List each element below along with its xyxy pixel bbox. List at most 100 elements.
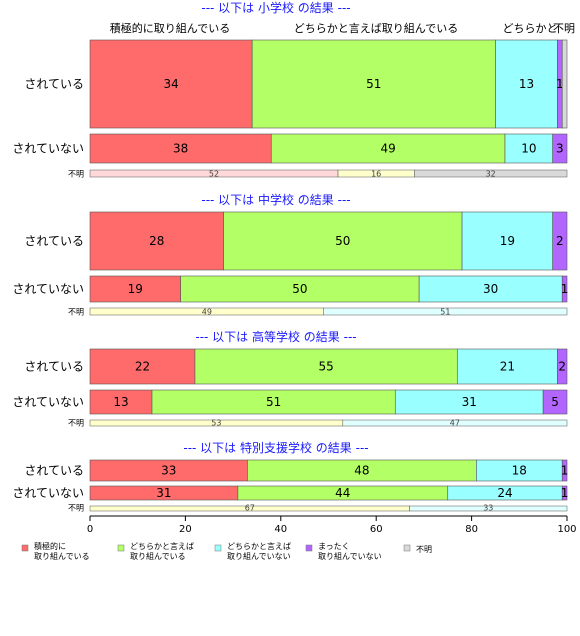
row-label: されている <box>24 360 84 374</box>
data-label: 34 <box>163 77 178 91</box>
data-label: 1 <box>561 486 569 500</box>
data-label: 31 <box>462 395 477 409</box>
unknown-data-label: 47 <box>450 419 460 428</box>
data-label: 51 <box>266 395 281 409</box>
unknown-row-label: 不明 <box>68 170 84 179</box>
section-title: --- 以下は 高等学校 の結果 --- <box>195 329 356 344</box>
unknown-data-label: 32 <box>486 170 496 179</box>
data-label: 2 <box>556 234 564 248</box>
legend-swatch <box>21 544 29 552</box>
data-label: 5 <box>551 395 559 409</box>
column-header: 積極的に取り組んでいる <box>110 21 230 35</box>
section-title: --- 以下は 特別支援学校 の結果 --- <box>183 440 368 455</box>
data-label: 21 <box>500 360 515 374</box>
bar-segment <box>89 133 272 164</box>
unknown-data-label: 67 <box>245 504 255 513</box>
unknown-row-label: 不明 <box>68 308 84 317</box>
x-tick-label: 0 <box>87 524 93 535</box>
legend-label: まったく <box>318 542 350 551</box>
section-title: --- 以下は 中学校 の結果 --- <box>201 192 350 207</box>
unknown-data-label: 53 <box>211 419 221 428</box>
data-label: 51 <box>366 77 381 91</box>
row-label: されている <box>24 464 84 478</box>
bar-segment <box>495 39 558 129</box>
data-label: 19 <box>128 282 143 296</box>
legend-swatch <box>214 544 222 552</box>
unknown-data-label: 51 <box>440 308 450 317</box>
bar-segment <box>89 348 196 385</box>
unknown-bar-segment <box>342 419 568 427</box>
data-label: 24 <box>497 486 512 500</box>
legend-label: 取り組んでいない <box>318 551 382 561</box>
legend-swatch <box>403 544 411 552</box>
data-label: 13 <box>113 395 128 409</box>
bar-segment <box>251 39 496 129</box>
unknown-row-label: 不明 <box>68 504 84 513</box>
data-label: 1 <box>561 464 569 478</box>
data-label: 44 <box>335 486 350 500</box>
unknown-bar-segment <box>414 169 568 178</box>
bar-segment <box>504 133 553 164</box>
x-tick-label: 80 <box>465 524 478 535</box>
legend-label: 積極的に <box>34 541 66 551</box>
bar-segment <box>89 389 153 415</box>
unknown-data-label: 52 <box>209 170 219 179</box>
bar-segment <box>552 133 568 164</box>
bar-segment <box>557 348 568 385</box>
unknown-data-label: 33 <box>483 504 493 513</box>
unknown-data-label: 49 <box>202 308 212 317</box>
bar-segment <box>561 39 568 129</box>
data-label: 50 <box>292 282 307 296</box>
column-header: どちらかと <box>503 22 558 35</box>
legend-swatch <box>305 544 313 552</box>
data-label: 1 <box>561 282 569 296</box>
section-title: --- 以下は 小学校 の結果 --- <box>201 0 350 15</box>
column-header: 不明 <box>553 22 575 35</box>
bar-segment <box>542 389 568 415</box>
bar-segment <box>456 348 558 385</box>
bar-segment <box>552 211 568 271</box>
row-label: されている <box>24 234 84 248</box>
x-tick-label: 40 <box>274 524 287 535</box>
legend-swatch <box>117 544 125 552</box>
data-label: 28 <box>149 234 164 248</box>
data-label: 30 <box>483 282 498 296</box>
bar-segment <box>151 389 396 415</box>
data-label: 19 <box>500 234 515 248</box>
bar-segment <box>561 275 568 303</box>
legend-label: 不明 <box>416 545 432 554</box>
bar-segment <box>561 485 568 501</box>
bar-segment <box>89 211 224 271</box>
bar-segment <box>89 275 181 303</box>
bar-segment <box>89 39 253 129</box>
data-label: 2 <box>558 360 566 374</box>
unknown-data-label: 16 <box>371 170 381 179</box>
row-label: されていない <box>12 395 84 409</box>
data-label: 55 <box>318 360 333 374</box>
data-label: 13 <box>519 77 534 91</box>
data-label: 50 <box>335 234 350 248</box>
data-label: 10 <box>521 142 536 156</box>
bar-segment <box>194 348 458 385</box>
unknown-bar-segment <box>409 505 568 512</box>
data-label: 3 <box>556 142 564 156</box>
row-label: されていない <box>12 486 84 500</box>
data-label: 49 <box>380 142 395 156</box>
row-label: されていない <box>12 142 84 156</box>
legend-label: 取り組んでいる <box>34 551 90 561</box>
bar-segment <box>180 275 420 303</box>
data-label: 18 <box>512 464 527 478</box>
x-tick-label: 100 <box>557 524 576 535</box>
data-label: 33 <box>161 464 176 478</box>
legend-label: 取り組んでいない <box>227 551 291 561</box>
x-tick-label: 60 <box>370 524 383 535</box>
data-label: 22 <box>135 360 150 374</box>
bar-segment <box>223 211 463 271</box>
column-header: どちらかと言えば取り組んでいる <box>294 22 458 35</box>
legend-label: どちらかと言えば <box>130 541 194 551</box>
data-label: 38 <box>173 142 188 156</box>
data-label: 1 <box>556 77 564 91</box>
row-label: されていない <box>12 282 84 296</box>
legend-label: どちらかと言えば <box>227 541 291 551</box>
